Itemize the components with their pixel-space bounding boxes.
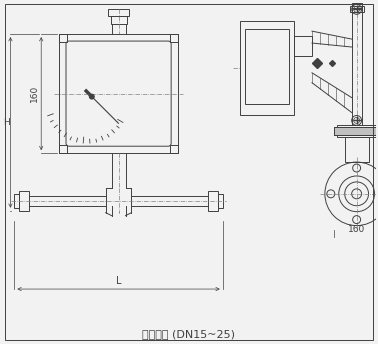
Bar: [170, 145, 178, 153]
Bar: [208, 191, 218, 211]
Bar: [59, 34, 178, 153]
Bar: [59, 145, 67, 153]
Bar: [19, 191, 29, 211]
Text: H: H: [3, 118, 9, 127]
Text: L: L: [116, 276, 121, 286]
Circle shape: [89, 94, 94, 99]
Bar: [245, 29, 289, 104]
Bar: [352, 3, 362, 8]
Bar: [334, 127, 378, 135]
Text: 160: 160: [30, 85, 39, 102]
Bar: [334, 127, 378, 135]
Text: 160: 160: [348, 225, 365, 235]
Text: 水平安装 (DN15~25): 水平安装 (DN15~25): [143, 329, 235, 339]
Bar: [59, 34, 67, 42]
Bar: [294, 36, 312, 56]
Bar: [14, 194, 19, 208]
Bar: [108, 9, 130, 16]
Bar: [337, 125, 376, 137]
Bar: [170, 34, 178, 42]
Bar: [240, 21, 294, 116]
Bar: [111, 16, 127, 24]
Bar: [350, 6, 364, 12]
Bar: [218, 194, 223, 208]
Bar: [345, 137, 369, 162]
